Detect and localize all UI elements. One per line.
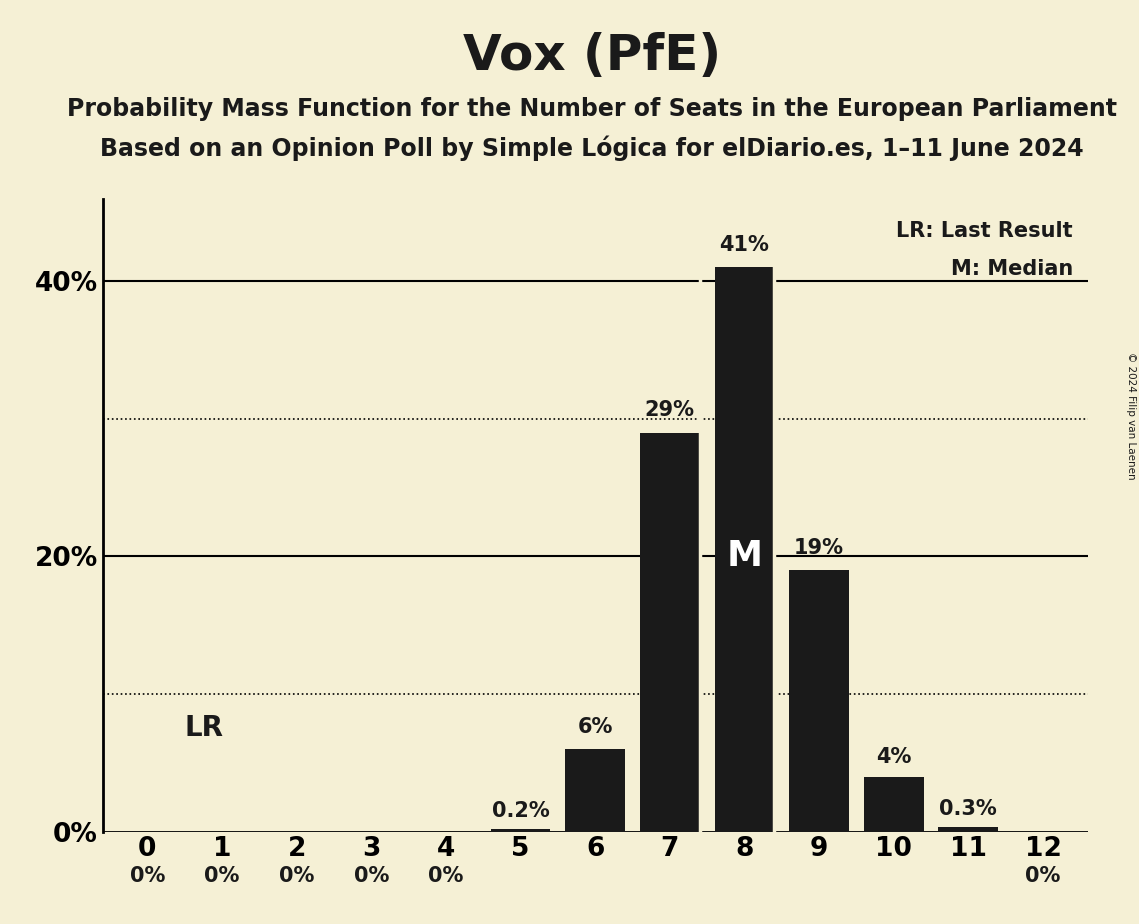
Bar — [714, 267, 775, 832]
Bar — [863, 776, 924, 832]
Text: 0%: 0% — [1025, 866, 1060, 886]
Text: M: M — [727, 540, 762, 574]
Bar — [939, 828, 998, 832]
Bar — [491, 829, 550, 832]
Bar — [789, 570, 849, 832]
Text: 0.3%: 0.3% — [940, 799, 998, 820]
Text: 0%: 0% — [428, 866, 464, 886]
Text: 0%: 0% — [279, 866, 314, 886]
Text: 0%: 0% — [353, 866, 388, 886]
Bar — [565, 749, 625, 832]
Bar — [640, 432, 699, 832]
Text: LR: LR — [185, 714, 223, 742]
Text: 19%: 19% — [794, 538, 844, 558]
Text: 29%: 29% — [645, 400, 695, 420]
Text: 4%: 4% — [876, 747, 911, 767]
Text: LR: Last Result: LR: Last Result — [896, 221, 1073, 241]
Text: M: Median: M: Median — [951, 259, 1073, 279]
Text: Probability Mass Function for the Number of Seats in the European Parliament: Probability Mass Function for the Number… — [67, 97, 1117, 121]
Text: 6%: 6% — [577, 717, 613, 736]
Text: © 2024 Filip van Laenen: © 2024 Filip van Laenen — [1126, 352, 1136, 480]
Text: Vox (PfE): Vox (PfE) — [464, 32, 721, 80]
Text: 0.2%: 0.2% — [492, 800, 549, 821]
Text: 0%: 0% — [204, 866, 239, 886]
Text: Based on an Opinion Poll by Simple Lógica for elDiario.es, 1–11 June 2024: Based on an Opinion Poll by Simple Lógic… — [100, 136, 1084, 162]
Text: 41%: 41% — [720, 235, 769, 255]
Text: 0%: 0% — [130, 866, 165, 886]
